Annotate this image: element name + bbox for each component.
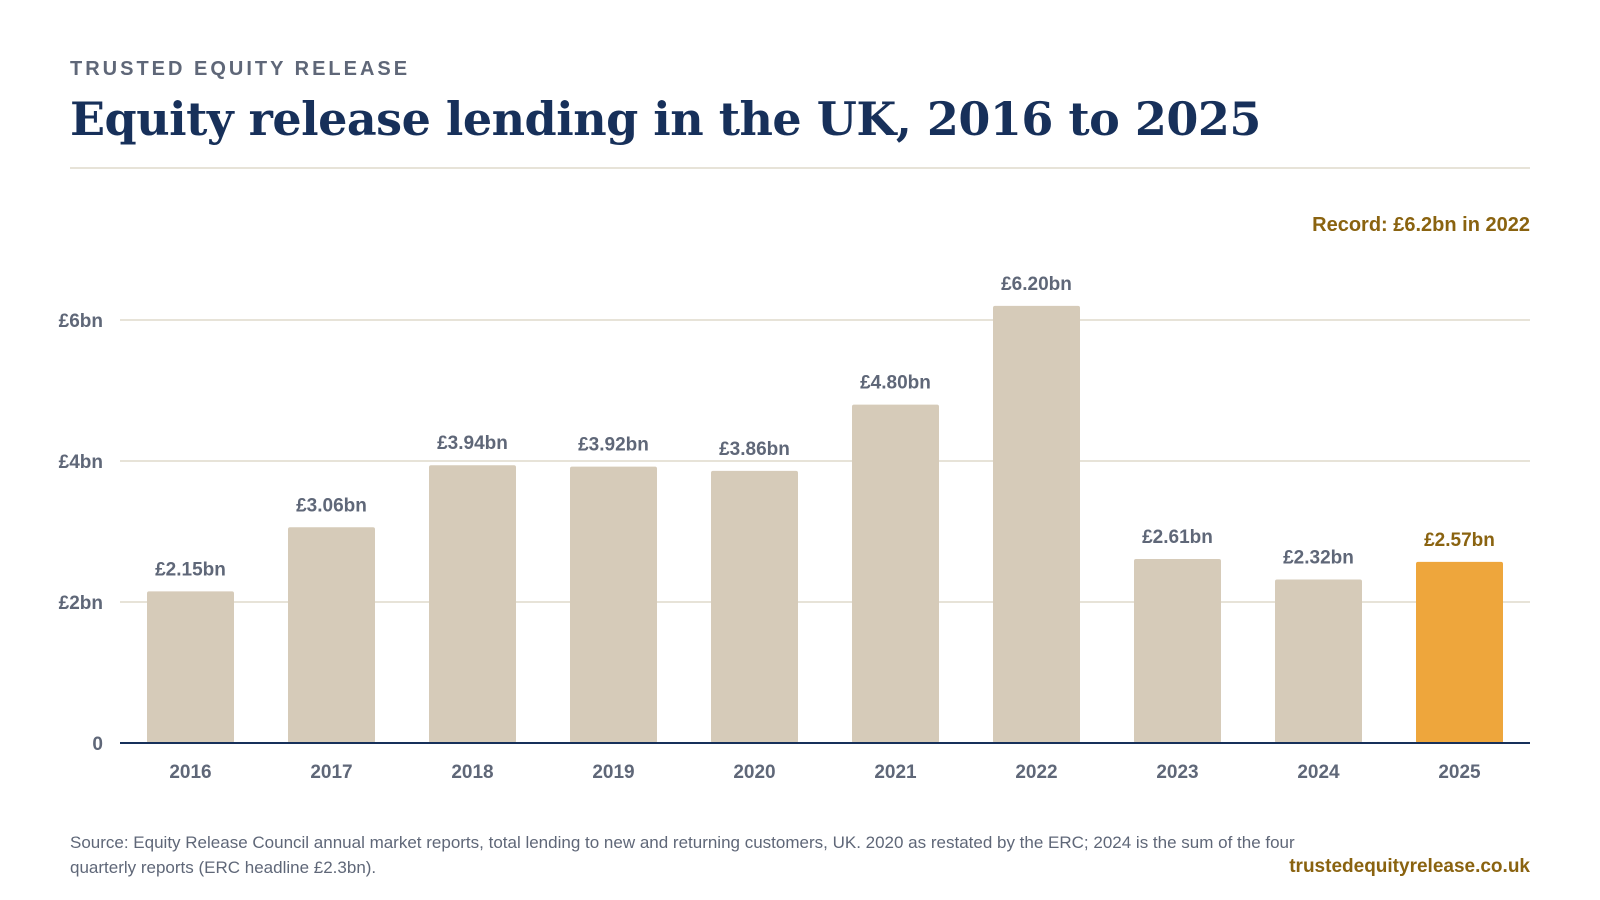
data-label: £2.57bn [1424, 530, 1495, 551]
data-label: £3.86bn [719, 439, 790, 460]
chart-title: Equity release lending in the UK, 2016 t… [70, 92, 1261, 146]
x-tick-label: 2019 [592, 762, 634, 783]
bar [711, 470, 798, 743]
title-divider [70, 167, 1530, 169]
x-tick-label: 2022 [1015, 762, 1057, 783]
bar [288, 527, 375, 743]
data-label: £2.61bn [1142, 527, 1213, 548]
y-tick-label: £2bn [59, 593, 103, 614]
data-label: £3.92bn [578, 435, 649, 456]
y-tick-label: £6bn [59, 311, 103, 332]
bar [429, 465, 516, 743]
bar [1134, 558, 1221, 743]
site-link[interactable]: trustedequityrelease.co.uk [1289, 856, 1530, 877]
source-note: Source: Equity Release Council annual ma… [70, 833, 1295, 877]
x-tick-label: 2020 [733, 762, 775, 783]
data-label: £4.80bn [860, 373, 931, 394]
data-label: £6.20bn [1001, 274, 1072, 295]
eyebrow-label: TRUSTED EQUITY RELEASE [70, 58, 411, 80]
data-label: £3.94bn [437, 433, 508, 454]
bar [1275, 579, 1362, 743]
bar [993, 305, 1080, 743]
bar [852, 404, 939, 743]
data-label: £3.06bn [296, 495, 367, 516]
x-tick-label: 2025 [1438, 762, 1481, 783]
x-tick-label: 2021 [874, 762, 917, 783]
y-tick-label: £4bn [59, 452, 103, 473]
x-tick-label: 2023 [1156, 762, 1198, 783]
bar [570, 466, 657, 743]
data-label: £2.15bn [155, 559, 226, 580]
bar [147, 591, 234, 743]
record-callout: Record: £6.2bn in 2022 [1312, 214, 1530, 236]
x-tick-label: 2016 [169, 762, 211, 783]
data-label: £2.32bn [1283, 547, 1354, 568]
y-tick-label: 0 [92, 734, 103, 755]
x-tick-label: 2018 [451, 762, 493, 783]
bar-chart: 0 £2bn £4bn £6bn £2.15bn 2016 £3.06bn 2017 £3.94… [59, 274, 1530, 783]
x-tick-label: 2017 [310, 762, 352, 783]
bar [1416, 561, 1503, 743]
x-tick-label: 2024 [1297, 762, 1340, 783]
